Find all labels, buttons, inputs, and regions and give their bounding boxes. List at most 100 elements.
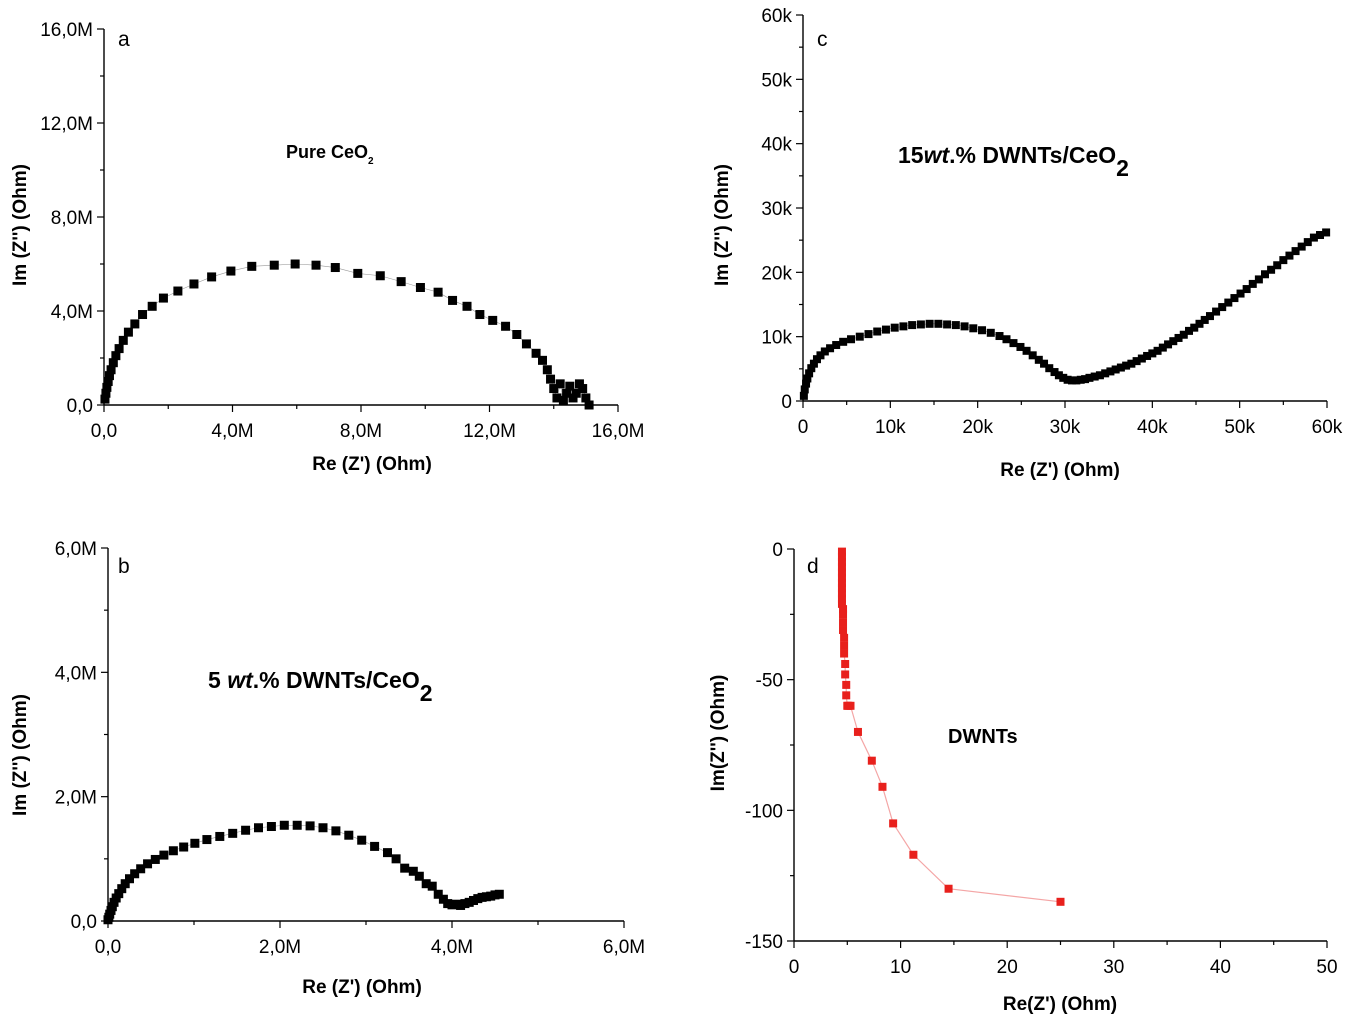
- data-point: [117, 884, 127, 894]
- data-point: [546, 374, 556, 384]
- data-point: [878, 782, 887, 791]
- data-point: [840, 633, 849, 642]
- y-tick-label: 6,0M: [55, 539, 97, 560]
- data-point: [1169, 337, 1178, 346]
- data-point: [549, 384, 559, 394]
- x-tick-label: 6,0M: [603, 937, 645, 958]
- data-point: [1230, 294, 1239, 303]
- data-point: [916, 320, 925, 329]
- data-point: [143, 859, 153, 869]
- data-point: [839, 610, 848, 619]
- data-point: [1106, 367, 1115, 376]
- data-point: [1143, 351, 1152, 360]
- data-point: [1190, 323, 1199, 332]
- x-axis-label: Re (Z') (Ohm): [1000, 460, 1120, 481]
- data-point: [934, 319, 943, 328]
- data-point: [1076, 375, 1085, 384]
- data-point: [396, 277, 406, 287]
- data-point: [873, 327, 882, 336]
- x-tick-label: 10k: [875, 417, 906, 438]
- data-point: [1148, 349, 1157, 358]
- data-point: [241, 825, 251, 835]
- data-point: [837, 573, 846, 582]
- data-point: [1242, 285, 1251, 294]
- data-point: [840, 649, 849, 658]
- data-point: [839, 605, 848, 614]
- data-point: [521, 339, 531, 349]
- data-point: [158, 293, 168, 303]
- y-tick-label: 4,0M: [51, 302, 93, 323]
- data-point: [864, 330, 873, 339]
- data-point: [414, 871, 424, 881]
- y-tick-label: 16,0M: [40, 20, 93, 41]
- data-point: [318, 823, 328, 833]
- y-tick-label: 0: [772, 540, 783, 561]
- data-point: [816, 351, 825, 360]
- data-point: [565, 381, 575, 391]
- y-tick-label: -100: [745, 801, 783, 822]
- data-point: [118, 335, 128, 345]
- data-point: [881, 325, 890, 334]
- data-point: [581, 393, 591, 403]
- data-point: [383, 848, 392, 858]
- data-point: [1137, 354, 1146, 363]
- data-point: [247, 261, 257, 271]
- data-point: [578, 384, 588, 394]
- y-tick-label: -150: [745, 932, 783, 953]
- data-point: [1200, 315, 1209, 324]
- data-point: [106, 365, 116, 375]
- data-point: [103, 377, 113, 386]
- data-point: [951, 321, 960, 330]
- x-tick-label: 60k: [1312, 417, 1343, 438]
- data-point: [1297, 242, 1306, 251]
- data-point: [1034, 355, 1043, 364]
- data-point: [847, 335, 856, 344]
- data-point: [448, 295, 458, 305]
- data-point: [408, 866, 418, 876]
- panel-letter: c: [817, 28, 828, 51]
- data-point: [1050, 368, 1059, 377]
- data-point: [837, 599, 846, 608]
- data-point: [136, 864, 146, 874]
- data-point: [101, 388, 111, 398]
- data-point: [104, 371, 114, 381]
- data-point: [839, 337, 848, 346]
- data-point: [427, 881, 437, 891]
- data-point: [462, 301, 472, 311]
- data-point: [986, 328, 995, 337]
- data-point: [841, 659, 850, 668]
- data-point: [421, 879, 431, 889]
- data-point: [890, 323, 899, 332]
- y-axis-label: Im (Z'') (Ohm): [10, 164, 31, 286]
- y-tick-label: 30k: [761, 199, 792, 220]
- data-point: [488, 315, 498, 325]
- data-point: [837, 594, 846, 603]
- data-point: [215, 831, 225, 841]
- data-point: [1085, 373, 1094, 382]
- data-point: [1195, 319, 1204, 328]
- data-point: [800, 385, 809, 394]
- data-point: [120, 879, 130, 889]
- data-point: [802, 379, 811, 388]
- data-point: [855, 332, 864, 341]
- data-point: [944, 884, 953, 893]
- data-point: [1090, 372, 1099, 381]
- data-point: [1174, 333, 1183, 342]
- data-point: [552, 393, 562, 403]
- x-axis-label: Re (Z') (Ohm): [302, 977, 422, 998]
- data-point: [820, 347, 829, 356]
- x-tick-label: 12,0M: [463, 421, 516, 442]
- panel-annotation: DWNTs: [948, 726, 1018, 748]
- data-point: [1101, 369, 1110, 378]
- data-point: [1316, 231, 1325, 240]
- x-tick-label: 4,0M: [431, 937, 473, 958]
- data-point: [1002, 335, 1011, 344]
- data-point: [370, 841, 380, 851]
- panel-annotation: Pure CeO2: [286, 142, 374, 167]
- data-point: [1273, 261, 1282, 270]
- data-point: [269, 260, 279, 270]
- data-point: [311, 260, 321, 270]
- data-point: [909, 850, 918, 859]
- data-point: [130, 319, 140, 329]
- data-point: [1260, 270, 1269, 279]
